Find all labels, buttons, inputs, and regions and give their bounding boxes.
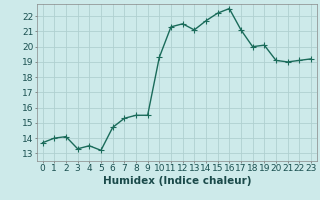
X-axis label: Humidex (Indice chaleur): Humidex (Indice chaleur) <box>102 176 251 186</box>
